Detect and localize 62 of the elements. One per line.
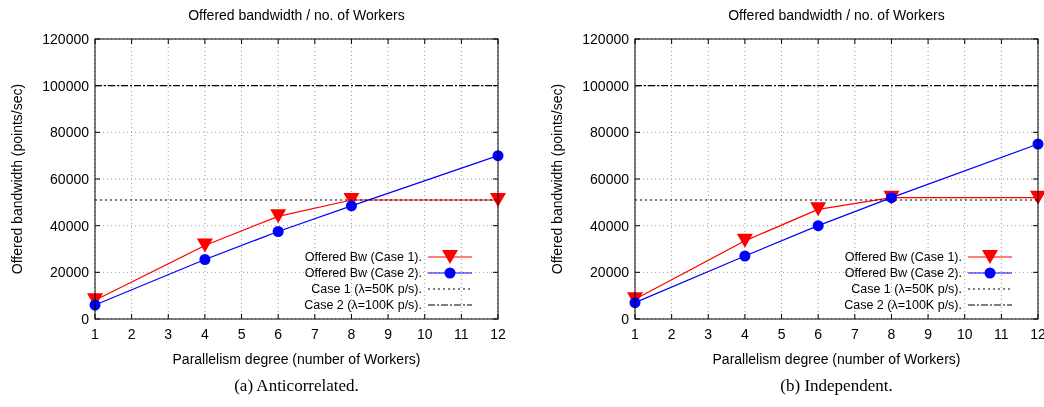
x-tick-label: 9 <box>924 326 933 342</box>
x-axis-title: Parallelism degree (number of Workers) <box>712 351 961 367</box>
y-tick-label: 120000 <box>582 31 630 47</box>
point <box>196 238 213 253</box>
x-tick-label: 8 <box>887 326 896 342</box>
point <box>739 250 751 262</box>
x-tick-label: 7 <box>850 326 859 342</box>
legend-label: Offered Bw (Case 1). <box>844 250 962 264</box>
legend-label: Offered Bw (Case 2). <box>844 266 962 280</box>
x-tick-label: 6 <box>274 326 283 342</box>
legend-label: Case 1 (λ=50K p/s). <box>851 282 962 296</box>
y-tick-label: 120000 <box>42 31 90 47</box>
point <box>199 254 211 265</box>
chart-title: Offered bandwidth / no. of Workers <box>728 7 945 23</box>
x-tick-label: 6 <box>814 326 823 342</box>
x-tick-label: 3 <box>164 326 173 342</box>
text: (b) Independent. <box>780 376 893 395</box>
x-tick-label: 1 <box>91 326 100 342</box>
point <box>812 220 824 232</box>
legend-label: Case 2 (λ=100K p/s). <box>844 298 962 312</box>
x-tick-label: 10 <box>416 326 433 342</box>
legend-label: Case 1 (λ=50K p/s). <box>311 282 422 296</box>
y-tick-label: 0 <box>621 311 630 327</box>
y-tick-label: 100000 <box>582 77 630 94</box>
x-tick-label: 9 <box>384 326 393 342</box>
point <box>345 200 357 212</box>
point <box>272 226 284 237</box>
x-tick-label: 5 <box>237 326 246 342</box>
y-tick-label: 60000 <box>50 171 90 187</box>
x-tick-label: 4 <box>201 326 210 342</box>
y-tick-label: 40000 <box>590 217 630 234</box>
text: (a) Anticorrelated. <box>234 376 359 395</box>
x-tick-label: 4 <box>741 326 750 342</box>
y-axis-title: Offered bandwidth (points/sec) <box>9 83 25 275</box>
y-tick-label: 0 <box>81 311 90 327</box>
y-axis-title: Offered bandwidth (points/sec) <box>549 83 565 275</box>
y-tick-label: 20000 <box>590 264 630 281</box>
y-tick-label: 100000 <box>42 77 90 94</box>
y-tick-label: 80000 <box>50 124 90 141</box>
point <box>270 209 287 224</box>
legend-label: Offered Bw (Case 2). <box>304 266 422 280</box>
y-tick-label: 60000 <box>590 171 630 187</box>
x-axis-title: Parallelism degree (number of Workers) <box>172 351 421 367</box>
legend-label: Case 2 (λ=100K p/s). <box>304 298 422 312</box>
x-tick-label: 3 <box>704 326 713 342</box>
x-tick-label: 11 <box>994 326 1009 342</box>
point <box>736 233 753 248</box>
point <box>810 202 827 217</box>
x-tick-label: 2 <box>667 326 676 342</box>
x-tick-label: 8 <box>347 326 356 342</box>
y-tick-label: 80000 <box>590 124 630 141</box>
y-tick-label: 20000 <box>50 264 90 281</box>
x-tick-label: 5 <box>777 326 786 342</box>
y-tick-label: 40000 <box>50 217 90 234</box>
x-tick-label: 12 <box>490 326 506 342</box>
x-tick-label: 2 <box>127 326 136 342</box>
x-tick-label: 10 <box>956 326 973 342</box>
legend-label: Offered Bw (Case 1). <box>304 250 422 264</box>
x-tick-label: 7 <box>310 326 319 342</box>
x-tick-label: 11 <box>454 326 469 342</box>
chart-title: Offered bandwidth / no. of Workers <box>188 7 405 23</box>
x-tick-label: 1 <box>631 326 640 342</box>
